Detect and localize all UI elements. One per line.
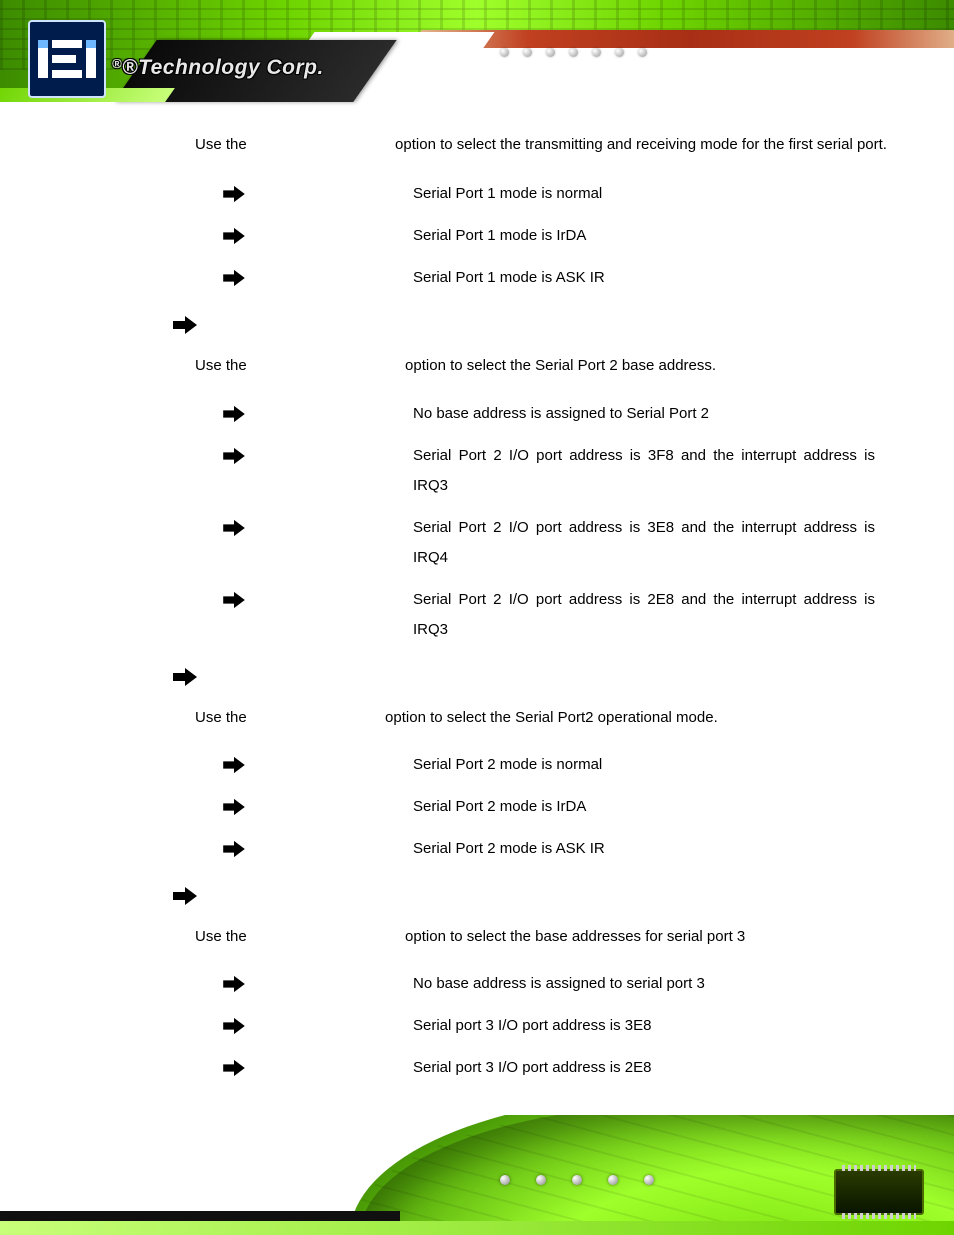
arrow-right-icon <box>223 399 413 428</box>
option-row: Serial port 3 I/O port address is 2E8 <box>223 1053 905 1083</box>
option-row: Serial Port 2 I/O port address is 3F8 an… <box>223 441 905 501</box>
option-row: No base address is assigned to Serial Po… <box>223 399 905 429</box>
section1-intro: Use the option to select the transmittin… <box>195 130 905 159</box>
option-desc: Serial Port 2 I/O port address is 3E8 an… <box>413 513 905 573</box>
section2-intro: Use the option to select the Serial Port… <box>195 351 905 380</box>
footer-banner <box>0 1115 954 1235</box>
text: option to select the Serial Port 2 base … <box>405 357 716 374</box>
arrow-right-icon <box>223 750 413 779</box>
section4-options: No base address is assigned to serial po… <box>223 969 905 1083</box>
option-row: Serial Port 1 mode is IrDA <box>223 221 905 251</box>
logo <box>28 20 106 98</box>
text: Use the <box>195 357 247 374</box>
option-desc: Serial Port 2 mode is ASK IR <box>413 834 905 864</box>
arrow-right-icon <box>223 1053 413 1082</box>
option-row: Serial Port 2 mode is ASK IR <box>223 834 905 864</box>
chip-graphic <box>834 1169 924 1215</box>
section3-options: Serial Port 2 mode is normal Serial Port… <box>223 750 905 864</box>
option-row: Serial Port 2 I/O port address is 3E8 an… <box>223 513 905 573</box>
arrow-right-icon <box>223 441 413 470</box>
arrow-right-icon <box>223 221 413 250</box>
option-row: Serial port 3 I/O port address is 3E8 <box>223 1011 905 1041</box>
brand-label: ®Technology Corp. <box>122 56 324 79</box>
section2-options: No base address is assigned to Serial Po… <box>223 399 905 645</box>
section1-options: Serial Port 1 mode is normal Serial Port… <box>223 179 905 293</box>
text: option to select the Serial Port2 operat… <box>385 709 718 726</box>
arrow-right-icon <box>223 263 413 292</box>
option-row: Serial Port 2 mode is normal <box>223 750 905 780</box>
text: Use the <box>195 928 247 945</box>
option-desc: Serial Port 1 mode is ASK IR <box>413 263 905 293</box>
arrow-right-icon <box>223 792 413 821</box>
header-banner: ®®Technology Corp. <box>0 0 954 110</box>
option-desc: Serial Port 2 I/O port address is 3F8 an… <box>413 441 905 501</box>
option-row: Serial Port 2 I/O port address is 2E8 an… <box>223 585 905 645</box>
option-desc: Serial port 3 I/O port address is 3E8 <box>413 1011 905 1041</box>
option-desc: Serial Port 2 mode is IrDA <box>413 792 905 822</box>
arrow-right-icon <box>223 585 413 614</box>
text: option to select the base addresses for … <box>405 928 745 945</box>
option-desc: No base address is assigned to serial po… <box>413 969 905 999</box>
option-row: No base address is assigned to serial po… <box>223 969 905 999</box>
option-row: Serial Port 1 mode is ASK IR <box>223 263 905 293</box>
section-arrow-icon <box>173 886 883 912</box>
arrow-right-icon <box>223 969 413 998</box>
arrow-right-icon <box>223 1011 413 1040</box>
option-row: Serial Port 2 mode is IrDA <box>223 792 905 822</box>
section-arrow-icon <box>173 667 883 693</box>
brand-text: ®®Technology Corp. <box>112 56 324 80</box>
section3-intro: Use the option to select the Serial Port… <box>195 703 905 732</box>
page-body: Use the option to select the transmittin… <box>195 130 905 1095</box>
option-desc: Serial Port 1 mode is IrDA <box>413 221 905 251</box>
option-desc: Serial Port 2 mode is normal <box>413 750 905 780</box>
text: Use the <box>195 136 247 153</box>
arrow-right-icon <box>223 513 413 542</box>
option-desc: Serial Port 2 I/O port address is 2E8 an… <box>413 585 905 645</box>
text: Use the <box>195 709 247 726</box>
text: option to select the transmitting and re… <box>395 136 887 153</box>
option-desc: No base address is assigned to Serial Po… <box>413 399 905 429</box>
option-desc: Serial port 3 I/O port address is 2E8 <box>413 1053 905 1083</box>
option-desc: Serial Port 1 mode is normal <box>413 179 905 209</box>
option-row: Serial Port 1 mode is normal <box>223 179 905 209</box>
arrow-right-icon <box>223 179 413 208</box>
section-arrow-icon <box>173 315 883 341</box>
arrow-right-icon <box>223 834 413 863</box>
section4-intro: Use the option to select the base addres… <box>195 922 905 951</box>
